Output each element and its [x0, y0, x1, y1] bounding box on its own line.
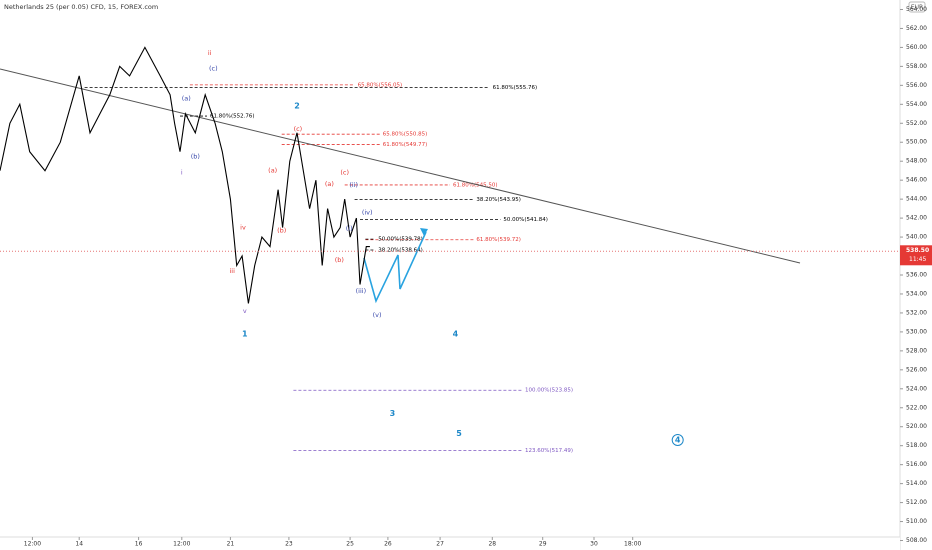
wave-label: (iv) [362, 208, 373, 216]
wave-label: 4 [453, 329, 459, 338]
fib-label: 61.80%(552.76) [210, 114, 255, 120]
fib-label: 50.00%(541.84) [503, 217, 548, 223]
y-tick-label: 508.00 [906, 537, 927, 544]
y-tick-label: 520.00 [906, 423, 927, 430]
x-tick-label: 29 [539, 541, 547, 548]
y-tick-label: 532.00 [906, 309, 927, 316]
wave-label: (b) [277, 226, 286, 234]
x-tick-label: 18:00 [624, 541, 641, 548]
fib-label: 61.80%(555.76) [493, 85, 538, 91]
x-tick-label: 25 [346, 541, 354, 548]
trend-line [0, 68, 801, 264]
y-tick-label: 560.00 [906, 44, 927, 51]
y-tick-label: 530.00 [906, 328, 927, 335]
countdown: 11:45 [909, 256, 926, 263]
fib-label: 65.80%(556.05) [358, 82, 403, 88]
wave-label: (v) [373, 311, 382, 319]
last-price-box [900, 245, 932, 266]
x-tick-label: 12:00 [24, 541, 41, 548]
y-tick-label: 548.00 [906, 158, 927, 165]
fib-label: 65.80%(550.85) [383, 132, 428, 138]
fib-label: 50.00%(539.78) [378, 237, 423, 243]
y-tick-label: 540.00 [906, 234, 927, 241]
wave-label: 1 [242, 329, 248, 338]
y-tick-label: 526.00 [906, 366, 927, 373]
y-tick-label: 512.00 [906, 499, 927, 506]
x-tick-label: 30 [590, 541, 598, 548]
y-tick-label: 556.00 [906, 82, 927, 89]
y-tick-label: 554.00 [906, 101, 927, 108]
price-line [0, 46, 370, 304]
y-tick-label: 558.00 [906, 63, 927, 70]
y-tick-label: 528.00 [906, 347, 927, 354]
wave-label: iv [240, 224, 246, 232]
fib-label: 61.80%(545.50) [453, 182, 498, 188]
wave-label: ii [208, 49, 212, 57]
y-tick-label: 522.00 [906, 404, 927, 411]
x-tick-label: 28 [488, 541, 496, 548]
fib-label: 61.80%(549.77) [383, 142, 428, 148]
projection-arrow [420, 228, 428, 236]
fib-label: 61.80%(539.72) [476, 237, 521, 243]
fib-label: 100.00%(523.85) [525, 388, 573, 394]
wave-label: (a) [182, 95, 191, 103]
wave-label: 4 [675, 436, 681, 445]
wave-label: i [181, 169, 183, 177]
time-axis [0, 537, 900, 550]
x-tick-label: 14 [75, 541, 83, 548]
y-tick-label: 544.00 [906, 196, 927, 203]
projection-path [363, 231, 427, 304]
y-tick-label: 510.00 [906, 518, 927, 525]
y-tick-label: 514.00 [906, 480, 927, 487]
wave-label: (b) [191, 152, 200, 160]
y-tick-label: 534.00 [906, 290, 927, 297]
fib-label: 38.20%(543.95) [476, 197, 521, 203]
last-price-label: 538.50 [906, 247, 929, 254]
wave-label: (c) [209, 64, 218, 72]
wave-label: 3 [390, 409, 396, 418]
wave-label: (b) [335, 256, 344, 264]
wave-label: (a) [325, 180, 334, 188]
currency-box [908, 1, 926, 13]
wave-label: (iii) [356, 287, 367, 295]
y-tick-label: 564.00 [906, 6, 927, 13]
wave-circle [671, 434, 684, 446]
wave-label: 2 [294, 102, 300, 111]
currency: EUR [911, 4, 923, 11]
wave-label: iii [229, 267, 235, 275]
chart-title: Netherlands 25 (per 0.05) CFD, 15, FOREX… [4, 3, 158, 11]
y-tick-label: 546.00 [906, 177, 927, 184]
wave-label: (a) [268, 167, 277, 175]
fib-label: 38.20%(538.64) [378, 247, 423, 253]
wave-label: v [243, 307, 247, 315]
wave-label: (c) [340, 169, 349, 177]
x-tick-label: 12:00 [173, 541, 190, 548]
wave-label: (ii) [349, 181, 358, 189]
x-tick-label: 16 [135, 541, 143, 548]
y-tick-label: 524.00 [906, 385, 927, 392]
wave-label: (i) [346, 225, 353, 233]
y-tick-label: 536.00 [906, 272, 927, 279]
x-tick-label: 23 [285, 541, 293, 548]
x-tick-label: 21 [227, 541, 235, 548]
plot-area: 61.80%(555.76) 65.80%(556.05) 61.80%(552.7… [84, 82, 573, 454]
y-tick-label: 550.00 [906, 139, 927, 146]
y-tick-label: 542.00 [906, 215, 927, 222]
y-tick-label: 552.00 [906, 120, 927, 127]
y-tick-label: 518.00 [906, 442, 927, 449]
wave-label: (c) [294, 125, 303, 133]
x-tick-label: 26 [384, 541, 392, 548]
x-tick-label: 27 [436, 541, 444, 548]
wave-label: 5 [456, 429, 462, 438]
y-tick-label: 562.00 [906, 25, 927, 32]
y-tick-label: 516.00 [906, 461, 927, 468]
fib-label: 123.60%(517.49) [525, 448, 573, 454]
